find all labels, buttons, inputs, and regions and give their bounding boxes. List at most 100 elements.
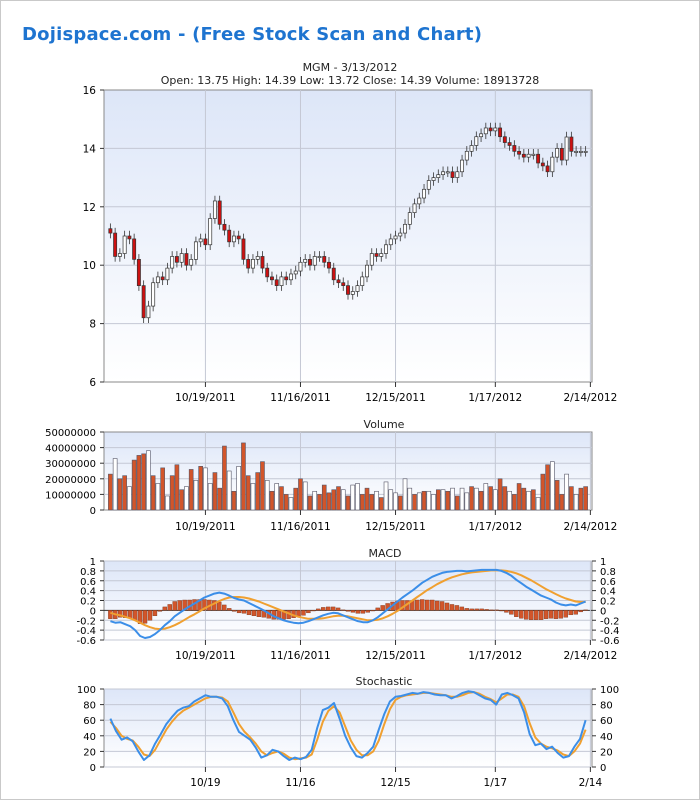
volume-bar [345, 495, 351, 511]
candle-body [431, 177, 436, 181]
x-tick-label: 1/17/2012 [468, 392, 522, 404]
y-tick-label-left: -0.4 [76, 626, 96, 637]
macd-histogram-bar [578, 610, 583, 613]
volume-bar [521, 487, 527, 511]
macd-histogram-bar [202, 599, 207, 611]
volume-bar [578, 487, 584, 511]
y-tick-label-left: 0.2 [80, 597, 96, 608]
y-tick-label-left: 0.4 [80, 587, 96, 598]
candle-body [303, 259, 308, 263]
x-tick-label: 11/16/2011 [270, 650, 331, 662]
candle-body [265, 267, 270, 278]
candle-body [184, 253, 189, 266]
volume-bar [250, 483, 256, 511]
candle-body [274, 279, 279, 286]
macd-histogram-bar [459, 606, 465, 611]
candle-body [393, 235, 398, 240]
volume-bar [236, 466, 241, 511]
x-tick-label: 11/16 [285, 777, 316, 789]
candle-body [517, 150, 522, 155]
y-tick-label-right: 0.4 [600, 587, 616, 598]
volume-bar [141, 453, 146, 511]
x-tick-label: 10/19/2011 [175, 392, 236, 404]
macd-histogram-bar [340, 609, 346, 611]
candle-body [455, 171, 460, 178]
volume-bar [340, 489, 346, 511]
volume-bar [179, 489, 184, 511]
volume-bar [207, 483, 213, 511]
volume-bar [260, 461, 265, 511]
candle-body [493, 127, 498, 132]
volume-bar [279, 486, 284, 511]
volume-bar [464, 492, 470, 511]
volume-bar [526, 490, 531, 511]
candle-body [322, 256, 327, 263]
candle-body [231, 235, 236, 243]
candle-body [531, 153, 536, 156]
macd-histogram-bar [316, 608, 321, 611]
volume-bar [535, 497, 541, 511]
volume-bar [165, 495, 170, 511]
volume-bar [255, 472, 261, 511]
candle-body [460, 159, 465, 173]
macd-histogram-bar [444, 602, 450, 611]
macd-histogram-bar [311, 610, 316, 612]
y-tick-label: 12 [83, 202, 96, 214]
macd-histogram-bar [172, 601, 177, 611]
candle-body [483, 127, 488, 135]
candle-body [512, 145, 517, 152]
volume-bar [217, 487, 222, 511]
macd-histogram-bar [519, 610, 524, 619]
candle-body [341, 282, 346, 286]
volume-bar [302, 481, 308, 511]
macd-histogram-bar [226, 608, 232, 611]
macd-histogram-bar [370, 610, 375, 612]
site-title[interactable]: Dojispace.com - (Free Stock Scan and Cha… [22, 24, 483, 45]
candle-body [279, 276, 284, 286]
candle-body [293, 270, 298, 275]
macd-histogram-bar [350, 610, 356, 613]
candle-body [241, 238, 246, 260]
volume-bar [150, 475, 156, 511]
candle-body [369, 253, 374, 266]
volume-bar [531, 489, 536, 511]
macd-histogram-bar [484, 609, 489, 611]
x-tick-label: 12/15/2011 [365, 392, 426, 404]
volume-chart-title: Volume [364, 418, 405, 431]
candle-body [270, 276, 274, 281]
volume-bar [212, 472, 218, 511]
macd-histogram-bar [479, 608, 484, 611]
x-tick-label: 11/16/2011 [270, 521, 331, 533]
candle-body [536, 153, 541, 164]
volume-bar [321, 484, 327, 511]
macd-histogram-bar [474, 608, 479, 611]
candle-body [555, 148, 560, 158]
volume-bar [174, 464, 180, 511]
macd-histogram-bar [429, 599, 435, 611]
candle-body [113, 232, 118, 257]
x-tick-label: 11/16/2011 [270, 392, 331, 404]
volume-bar [455, 495, 460, 511]
x-tick-label: 12/15/2011 [365, 650, 426, 662]
y-tick-label-right: 20 [600, 747, 613, 758]
macd-histogram-bar [147, 610, 153, 621]
volume-bar [583, 486, 588, 511]
volume-bar [569, 486, 574, 511]
macd-line [110, 568, 586, 639]
volume-bar [288, 497, 294, 511]
macd-histogram-bar [514, 610, 519, 617]
macd-histogram-bar [241, 610, 247, 614]
x-tick-label: 1/17/2012 [468, 521, 522, 533]
volume-bar [364, 487, 370, 511]
candle-body [412, 203, 417, 213]
macd-histogram-bar [543, 610, 549, 619]
y-tick-label: 40000000 [45, 444, 96, 455]
volume-bar [131, 459, 137, 511]
macd-histogram-bar [251, 610, 257, 617]
volume-bar [445, 490, 451, 511]
y-tick-label: 10000000 [45, 490, 96, 501]
candle-body [132, 238, 137, 260]
candle-body [193, 241, 198, 260]
volume-bar [127, 486, 132, 511]
candle-body [569, 136, 574, 152]
